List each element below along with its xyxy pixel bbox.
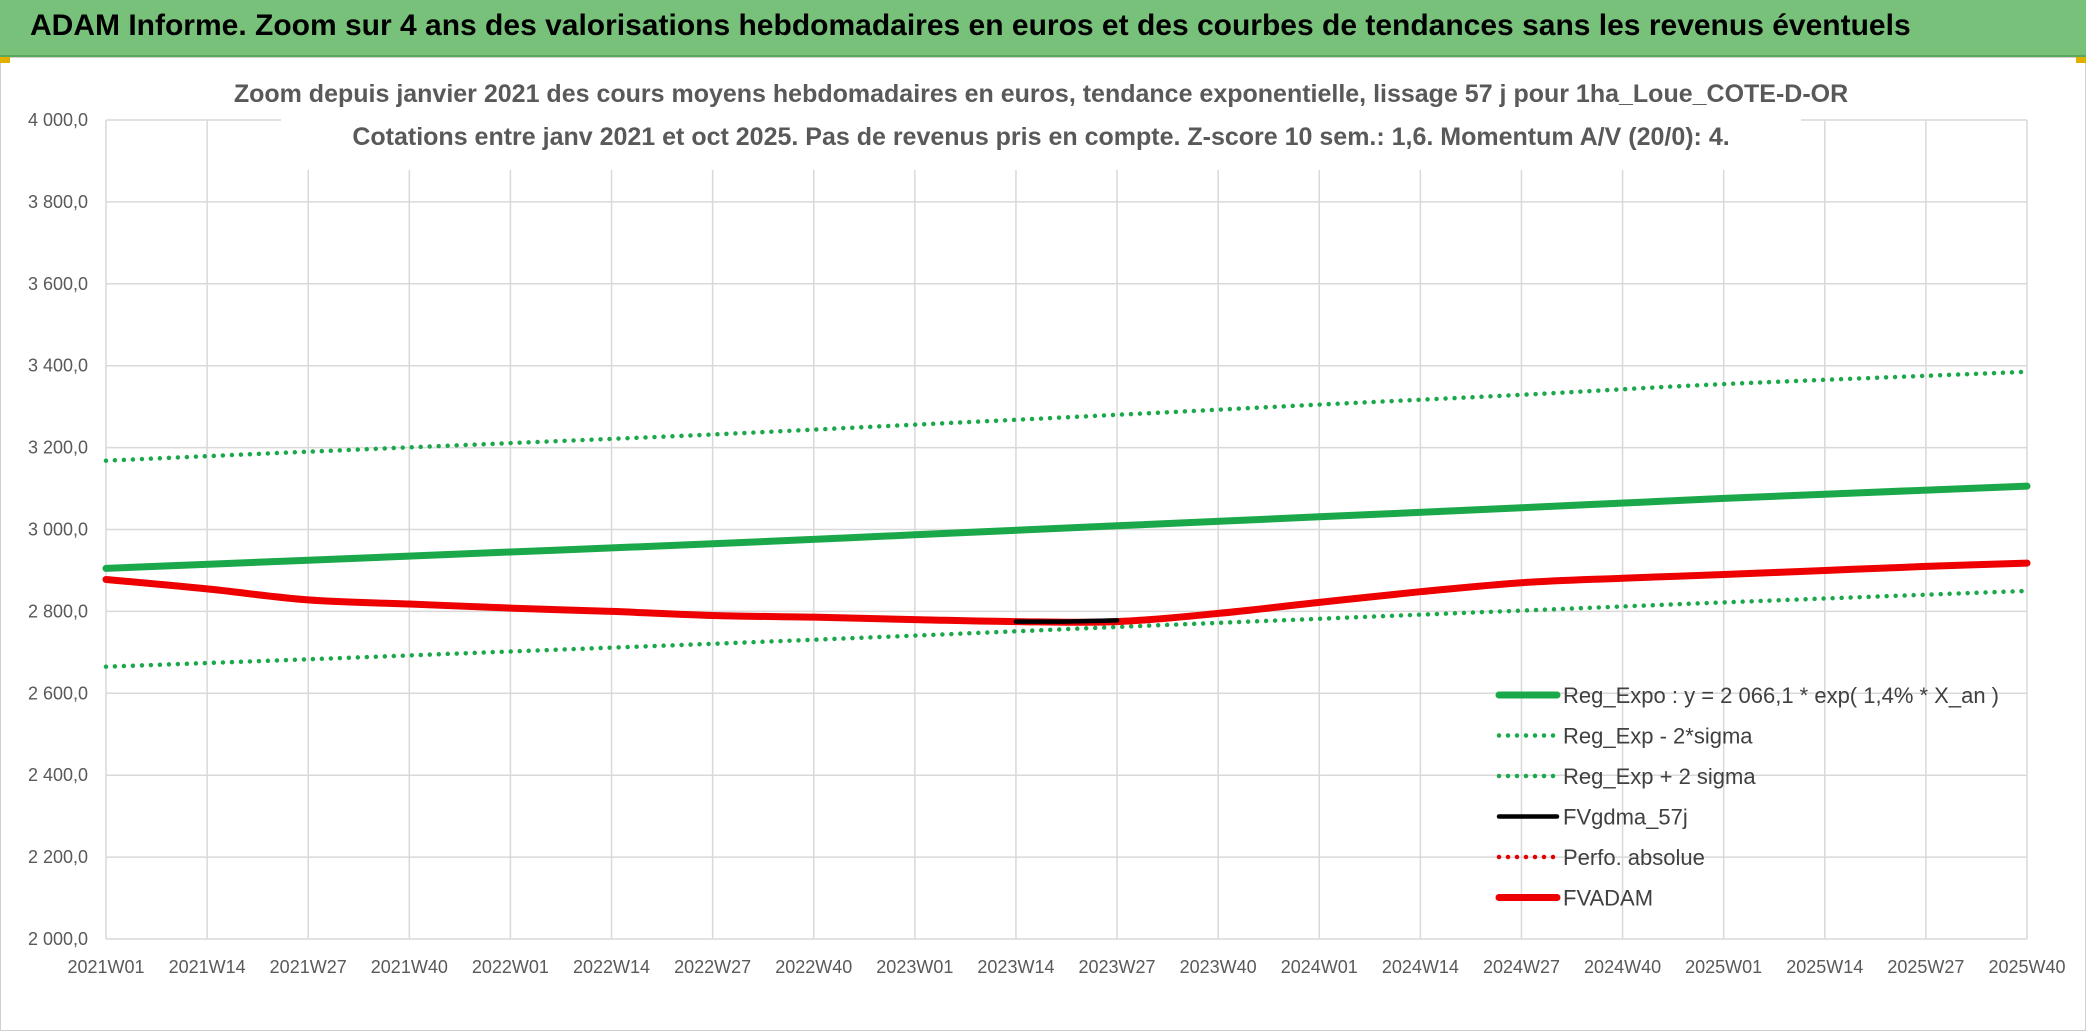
legend-label: FVgdma_57j	[1563, 805, 1688, 830]
report-banner: ADAM Informe. Zoom sur 4 ans des valoris…	[0, 0, 2086, 57]
y-tick-label: 3 400,0	[28, 356, 88, 376]
report-title: ADAM Informe. Zoom sur 4 ans des valoris…	[30, 9, 1911, 42]
series-lines	[102, 369, 2031, 669]
x-tick-label: 2021W40	[371, 957, 448, 977]
series-line-0	[102, 482, 2031, 572]
x-tick-label: 2024W14	[1382, 957, 1459, 977]
legend-label: Reg_Expo : y = 2 066,1 * exp( 1,4% * X_a…	[1563, 683, 1999, 708]
legend-label: Reg_Exp - 2*sigma	[1563, 724, 1753, 749]
x-tick-label: 2021W27	[270, 957, 347, 977]
x-tick-label: 2024W40	[1584, 957, 1661, 977]
line-chart: 2 000,0 2 200,0 2 400,0 2 600,0 2 800,0 3 000…	[28, 62, 2066, 977]
chart-title-background	[281, 62, 1801, 170]
chart-frame: 2 000,0 2 200,0 2 400,0 2 600,0 2 800,0 3 000…	[0, 57, 2086, 1031]
x-tick-label: 2025W14	[1786, 957, 1863, 977]
x-tick-label: 2021W01	[67, 957, 144, 977]
frame-corner-handle	[2076, 57, 2086, 63]
x-tick-label: 2022W40	[775, 957, 852, 977]
x-tick-label: 2025W40	[1988, 957, 2065, 977]
y-tick-label: 3 200,0	[28, 438, 88, 458]
legend-label: FVADAM	[1563, 886, 1653, 911]
y-tick-label: 2 200,0	[28, 847, 88, 867]
chart-title-line2: Cotations entre janv 2021 et oct 2025. P…	[352, 123, 1729, 151]
x-axis: 2021W01 2021W14 2021W27 2021W40 2022W01 2022W…	[67, 957, 2065, 977]
y-tick-label: 3 800,0	[28, 192, 88, 212]
x-tick-label: 2023W14	[977, 957, 1054, 977]
x-tick-label: 2024W01	[1281, 957, 1358, 977]
frame-corner-handle	[0, 57, 10, 63]
legend: Reg_Expo : y = 2 066,1 * exp( 1,4% * X_a…	[1495, 683, 1999, 911]
series-line-5	[102, 559, 2031, 626]
x-tick-label: 2025W01	[1685, 957, 1762, 977]
y-tick-label: 3 000,0	[28, 520, 88, 540]
legend-label: Reg_Exp + 2 sigma	[1563, 764, 1756, 789]
y-tick-label: 3 600,0	[28, 274, 88, 294]
x-tick-label: 2021W14	[169, 957, 246, 977]
chart-title-block: Zoom depuis janvier 2021 des cours moyen…	[234, 62, 1848, 170]
series-line-3	[1013, 618, 1120, 624]
y-tick-label: 2 000,0	[28, 929, 88, 949]
x-tick-label: 2024W27	[1483, 957, 1560, 977]
x-tick-label: 2023W40	[1180, 957, 1257, 977]
x-tick-label: 2022W01	[472, 957, 549, 977]
x-tick-label: 2023W01	[876, 957, 953, 977]
y-tick-label: 4 000,0	[28, 110, 88, 130]
x-tick-label: 2022W27	[674, 957, 751, 977]
y-tick-label: 2 600,0	[28, 683, 88, 703]
y-axis: 2 000,0 2 200,0 2 400,0 2 600,0 2 800,0 3 000…	[28, 110, 88, 949]
x-tick-label: 2025W27	[1887, 957, 1964, 977]
y-tick-label: 2 400,0	[28, 765, 88, 785]
x-tick-label: 2022W14	[573, 957, 650, 977]
x-tick-label: 2023W27	[1079, 957, 1156, 977]
y-tick-label: 2 800,0	[28, 601, 88, 621]
chart-title-line1: Zoom depuis janvier 2021 des cours moyen…	[234, 80, 1848, 108]
legend-label: Perfo. absolue	[1563, 845, 1705, 870]
